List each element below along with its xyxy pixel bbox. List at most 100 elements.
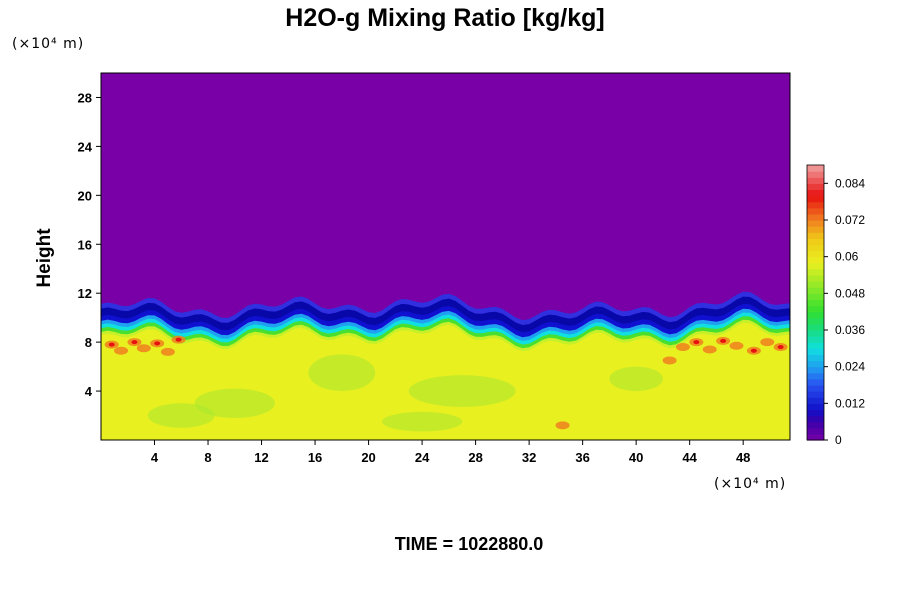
- colorbar-segment: [807, 354, 824, 362]
- x-tick-label: 48: [736, 450, 750, 465]
- x-unit-label: (×10⁴ m): [714, 476, 786, 492]
- colorbar-segment: [807, 201, 824, 209]
- hotspot-13: [760, 338, 775, 347]
- colorbar-segment: [807, 360, 824, 368]
- hotspot-core-2: [131, 340, 138, 345]
- x-tick-label: 36: [575, 450, 589, 465]
- y-tick-label: 20: [78, 188, 92, 203]
- x-tick-label: 28: [468, 450, 482, 465]
- colorbar-segment: [807, 391, 824, 398]
- colorbar-tick-label: 0.012: [835, 396, 865, 410]
- x-tick-label: 44: [682, 450, 697, 465]
- colorbar-tick-label: 0.06: [835, 250, 859, 264]
- colorbar-segment: [807, 226, 824, 233]
- hotspot-7: [675, 343, 690, 352]
- colorbar-segment: [807, 311, 824, 319]
- moist-patch-4: [609, 366, 663, 392]
- x-tick-label: 12: [254, 450, 268, 465]
- colorbar-segment: [807, 409, 824, 417]
- colorbar-segment: [807, 427, 824, 435]
- colorbar: 0 0.012 0.024 0.036 0.048 0.06 0.072 0.084: [806, 164, 865, 447]
- colorbar-segment: [807, 336, 824, 343]
- moist-patch-5: [147, 403, 215, 428]
- colorbar-segment: [807, 171, 824, 178]
- colorbar-segment: [807, 287, 824, 294]
- colorbar-segment: [807, 433, 824, 441]
- colorbar-segment: [807, 207, 824, 215]
- y-tick-label: 24: [78, 139, 93, 154]
- colorbar-segment: [807, 177, 824, 184]
- hotspot-core-14: [777, 345, 784, 350]
- plot-area: [100, 72, 791, 441]
- colorbar-segment: [807, 293, 824, 301]
- moist-patch-3: [381, 411, 463, 432]
- hotspot-5: [160, 347, 175, 356]
- colorbar-segment: [807, 268, 824, 276]
- colorbar-segment: [807, 348, 824, 356]
- y-tick-label: 4: [85, 384, 93, 399]
- y-tick-label: 16: [78, 237, 92, 252]
- x-tick-label: 40: [629, 450, 643, 465]
- moist-patch-1: [308, 354, 376, 392]
- colorbar-segment: [807, 183, 824, 191]
- colorbar-tick-label: 0: [835, 433, 842, 447]
- colorbar-tick-label: 0.036: [835, 323, 865, 337]
- colorbar-tick-label: 0.048: [835, 286, 865, 300]
- colorbar-segment: [807, 305, 824, 313]
- x-axis: 4 8 12 16 20 24 28 32 36 40 44 48: [151, 440, 750, 465]
- hotspot-core-4: [154, 341, 161, 346]
- colorbar-segment: [807, 299, 824, 307]
- colorbar-segment: [807, 275, 824, 282]
- time-label: TIME = 1022880.0: [395, 534, 544, 554]
- colorbar-segment: [807, 195, 824, 203]
- colorbar-segment: [807, 385, 824, 392]
- colorbar-segment: [807, 232, 824, 239]
- hotspot-core-12: [750, 348, 757, 353]
- x-tick-label: 24: [415, 450, 430, 465]
- colorbar-segment: [807, 256, 824, 264]
- y-tick-label: 12: [78, 286, 92, 301]
- x-tick-label: 32: [522, 450, 536, 465]
- colorbar-segment: [807, 189, 824, 197]
- x-tick-label: 16: [308, 450, 322, 465]
- moist-patch-0: [194, 388, 275, 418]
- moist-patch-2: [408, 375, 516, 407]
- colorbar-segment: [807, 165, 824, 172]
- hotspot-core-8: [693, 340, 700, 345]
- colorbar-segment: [807, 317, 824, 325]
- chart-title: H2O-g Mixing Ratio [kg/kg]: [285, 4, 604, 32]
- colorbar-segment: [807, 323, 824, 331]
- colorbar-segment: [807, 220, 824, 227]
- colorbar-segment: [807, 397, 824, 404]
- hotspot-15: [555, 421, 570, 430]
- hotspot-core-6: [175, 337, 182, 342]
- plot-border: [100, 72, 791, 441]
- colorbar-segment: [807, 366, 824, 374]
- hotspot-11: [729, 341, 744, 350]
- y-axis: 4 8 12 16 20 24 28: [78, 90, 101, 399]
- colorbar-segment: [807, 330, 824, 337]
- x-tick-label: 4: [151, 450, 159, 465]
- colorbar-border: [806, 164, 825, 441]
- y-axis-title: Height: [34, 228, 55, 288]
- colorbar-segment: [807, 250, 824, 258]
- colorbar-segment: [807, 421, 824, 429]
- hotspot-core-0: [108, 342, 115, 347]
- hotspot-1: [114, 346, 129, 355]
- x-tick-label: 20: [361, 450, 375, 465]
- y-tick-label: 8: [85, 335, 92, 350]
- colorbar-tick-label: 0.072: [835, 213, 865, 227]
- colorbar-segment: [807, 244, 824, 252]
- colorbar-segment: [807, 238, 824, 246]
- hotspot-3: [136, 344, 151, 353]
- hotspot-core-10: [720, 338, 727, 343]
- colorbar-segment: [807, 378, 824, 386]
- x-tick-label: 8: [204, 450, 211, 465]
- colorbar-segment: [807, 372, 824, 380]
- colorbar-segment: [807, 415, 824, 423]
- y-unit-label: (×10⁴ m): [12, 36, 84, 52]
- colorbar-segment: [807, 403, 824, 411]
- colorbar-tick-label: 0.024: [835, 360, 865, 374]
- colorbar-segment: [807, 213, 824, 221]
